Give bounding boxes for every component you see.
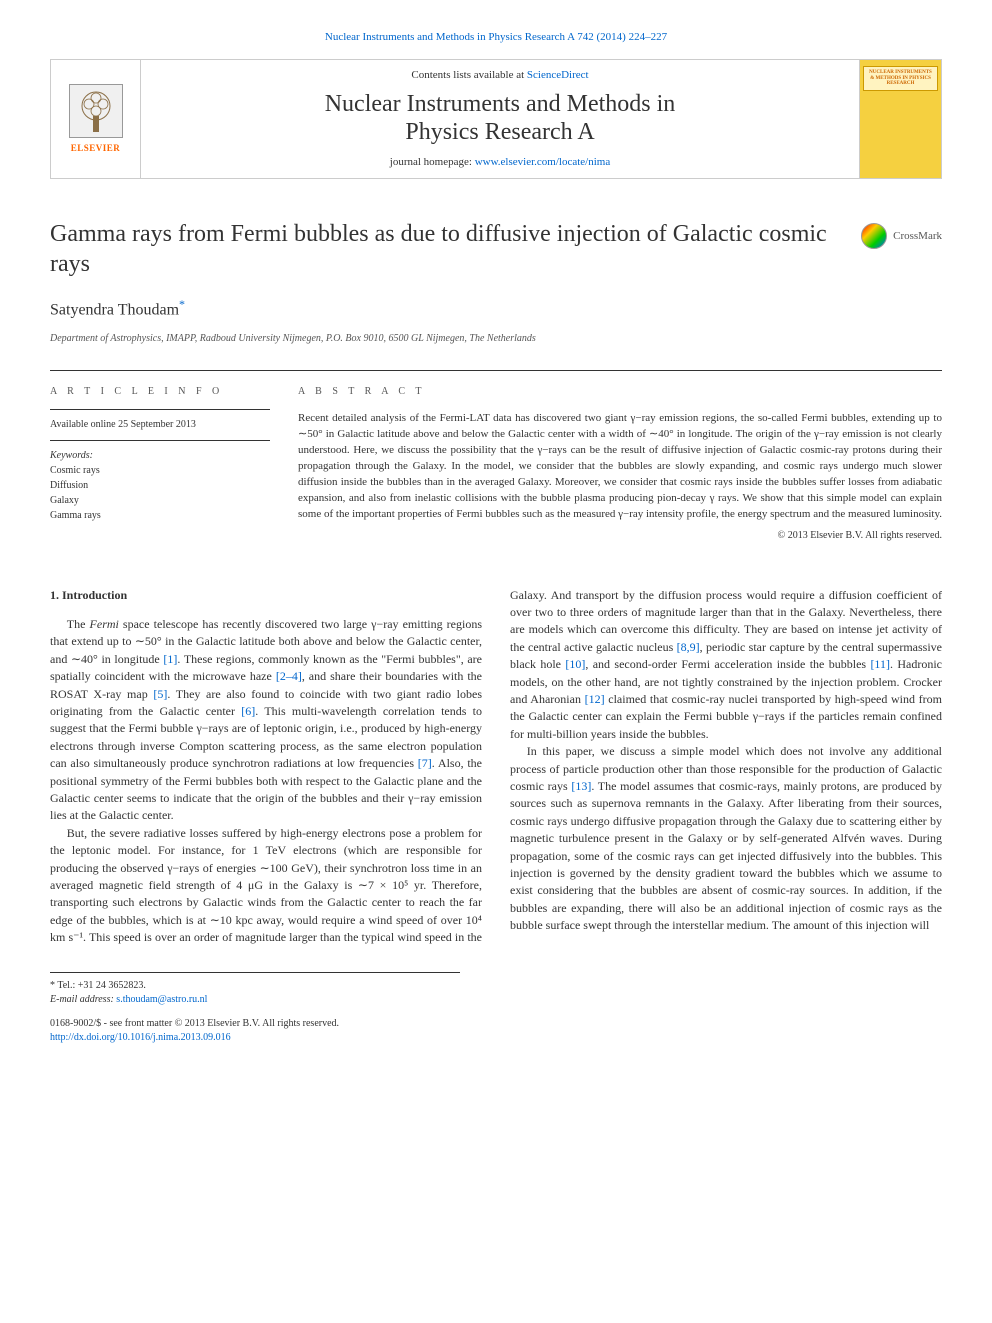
journal-cover: NUCLEAR INSTRUMENTS & METHODS IN PHYSICS… [859,60,941,178]
info-divider [50,409,270,410]
article-info-heading: A R T I C L E I N F O [50,385,270,399]
ref-link[interactable]: [1] [163,652,177,666]
journal-header: ELSEVIER Contents lists available at Sci… [50,59,942,179]
crossmark-badge[interactable]: CrossMark [861,223,942,249]
sciencedirect-link[interactable]: ScienceDirect [527,69,589,81]
footnote-email: E-mail address: s.thoudam@astro.ru.nl [50,993,460,1007]
footnote-tel: * Tel.: +31 24 3652823. [50,979,460,993]
journal-name: Nuclear Instruments and Methods in Physi… [325,90,676,148]
ref-link[interactable]: [2–4] [276,669,302,683]
article-title: Gamma rays from Fermi bubbles as due to … [50,219,830,279]
homepage-prefix: journal homepage: [390,156,475,168]
author-name: Satyendra Thoudam [50,302,179,319]
top-citation-link[interactable]: Nuclear Instruments and Methods in Physi… [50,30,942,45]
ref-link[interactable]: [10] [565,657,585,671]
info-abstract-row: A R T I C L E I N F O Available online 2… [50,370,942,543]
body-columns: 1. Introduction The Fermi space telescop… [50,587,942,947]
abstract: A B S T R A C T Recent detailed analysis… [298,385,942,543]
email-link[interactable]: s.thoudam@astro.ru.nl [116,994,207,1005]
footer: 0168-9002/$ - see front matter © 2013 El… [50,1017,942,1045]
citation-link[interactable]: Nuclear Instruments and Methods in Physi… [325,31,667,43]
info-divider-2 [50,440,270,441]
keyword: Diffusion [50,478,270,493]
keywords-label: Keywords: [50,449,270,463]
body-paragraph-3: In this paper, we discuss a simple model… [510,743,942,934]
ref-link[interactable]: [5] [153,687,167,701]
ref-link[interactable]: [8,9] [677,640,700,654]
article-header: CrossMark Gamma rays from Fermi bubbles … [50,219,942,346]
journal-name-line1: Nuclear Instruments and Methods in [325,90,676,119]
body-paragraph-1: The Fermi space telescope has recently d… [50,616,482,825]
keywords-list: Cosmic rays Diffusion Galaxy Gamma rays [50,463,270,523]
cover-title: NUCLEAR INSTRUMENTS & METHODS IN PHYSICS… [863,66,938,91]
author-line: Satyendra Thoudam* [50,295,942,322]
ref-link[interactable]: [11] [870,657,890,671]
journal-name-line2: Physics Research A [325,118,676,147]
doi-link[interactable]: http://dx.doi.org/10.1016/j.nima.2013.09… [50,1032,231,1043]
homepage-link[interactable]: www.elsevier.com/locate/nima [475,156,611,168]
homepage-line: journal homepage: www.elsevier.com/locat… [390,155,610,170]
ref-link[interactable]: [13] [571,779,591,793]
elsevier-tree-icon [69,84,123,138]
article-info: A R T I C L E I N F O Available online 2… [50,385,270,543]
keyword: Galaxy [50,493,270,508]
affiliation: Department of Astrophysics, IMAPP, Radbo… [50,332,942,346]
crossmark-label: CrossMark [893,229,942,244]
ref-link[interactable]: [12] [585,692,605,706]
ref-link[interactable]: [6] [241,704,255,718]
footnotes: * Tel.: +31 24 3652823. E-mail address: … [50,972,460,1007]
keyword: Gamma rays [50,508,270,523]
section-heading: 1. Introduction [50,587,482,604]
email-label: E-mail address: [50,994,116,1005]
author-footnote-marker[interactable]: * [179,297,185,311]
available-online: Available online 25 September 2013 [50,418,270,432]
crossmark-icon [861,223,887,249]
contents-lists-line: Contents lists available at ScienceDirec… [411,68,588,83]
issn-line: 0168-9002/$ - see front matter © 2013 El… [50,1017,942,1031]
elsevier-logo: ELSEVIER [51,60,141,178]
header-center: Contents lists available at ScienceDirec… [141,60,859,178]
elsevier-label: ELSEVIER [71,142,121,155]
abstract-heading: A B S T R A C T [298,385,942,399]
abstract-copyright: © 2013 Elsevier B.V. All rights reserved… [298,529,942,543]
ref-link[interactable]: [7] [418,756,432,770]
contents-prefix: Contents lists available at [411,69,526,81]
abstract-text: Recent detailed analysis of the Fermi-LA… [298,411,942,523]
keyword: Cosmic rays [50,463,270,478]
